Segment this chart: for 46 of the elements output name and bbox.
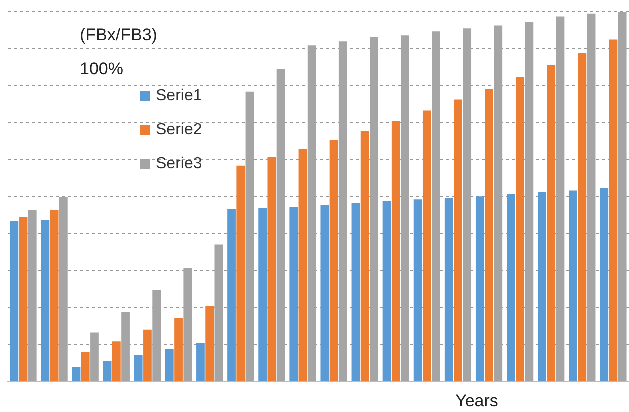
bar bbox=[600, 188, 609, 382]
bar bbox=[476, 196, 484, 382]
bar bbox=[382, 201, 392, 382]
bar bbox=[444, 198, 454, 382]
bar bbox=[50, 210, 59, 382]
bar bbox=[360, 132, 370, 382]
bar bbox=[206, 306, 214, 382]
annotation: 100% bbox=[80, 60, 124, 79]
bar bbox=[330, 140, 338, 382]
bar bbox=[196, 344, 205, 382]
bar bbox=[134, 355, 143, 382]
bar bbox=[174, 318, 183, 382]
bar bbox=[320, 206, 330, 382]
bar bbox=[485, 88, 494, 382]
bar bbox=[41, 220, 50, 382]
bar bbox=[454, 100, 462, 382]
bar bbox=[569, 190, 578, 382]
legend-label: Serie2 bbox=[156, 121, 202, 138]
bar bbox=[290, 207, 298, 382]
bar bbox=[10, 221, 19, 382]
bar bbox=[72, 367, 81, 382]
bar bbox=[165, 349, 174, 382]
bar bbox=[258, 208, 268, 382]
bar bbox=[578, 53, 587, 382]
bar bbox=[112, 342, 121, 382]
bar bbox=[19, 217, 28, 382]
bar bbox=[547, 65, 556, 382]
legend-label: Serie1 bbox=[156, 87, 202, 104]
bar bbox=[236, 166, 246, 382]
bar bbox=[144, 330, 152, 382]
bar bbox=[352, 203, 360, 382]
bar bbox=[414, 200, 422, 382]
bar bbox=[422, 110, 432, 382]
bar bbox=[103, 361, 112, 382]
bar bbox=[228, 209, 236, 382]
bar bbox=[81, 352, 90, 382]
bar bbox=[609, 40, 618, 382]
bar bbox=[268, 157, 276, 382]
bar bbox=[516, 77, 525, 382]
bar bbox=[538, 192, 546, 382]
bar bbox=[298, 149, 308, 382]
bar bbox=[507, 194, 516, 382]
bar bbox=[392, 122, 400, 382]
y-axis-title: (FBx/FB3) bbox=[80, 26, 158, 45]
legend-label: Serie3 bbox=[156, 155, 202, 172]
x-axis-title: Years bbox=[456, 392, 498, 411]
